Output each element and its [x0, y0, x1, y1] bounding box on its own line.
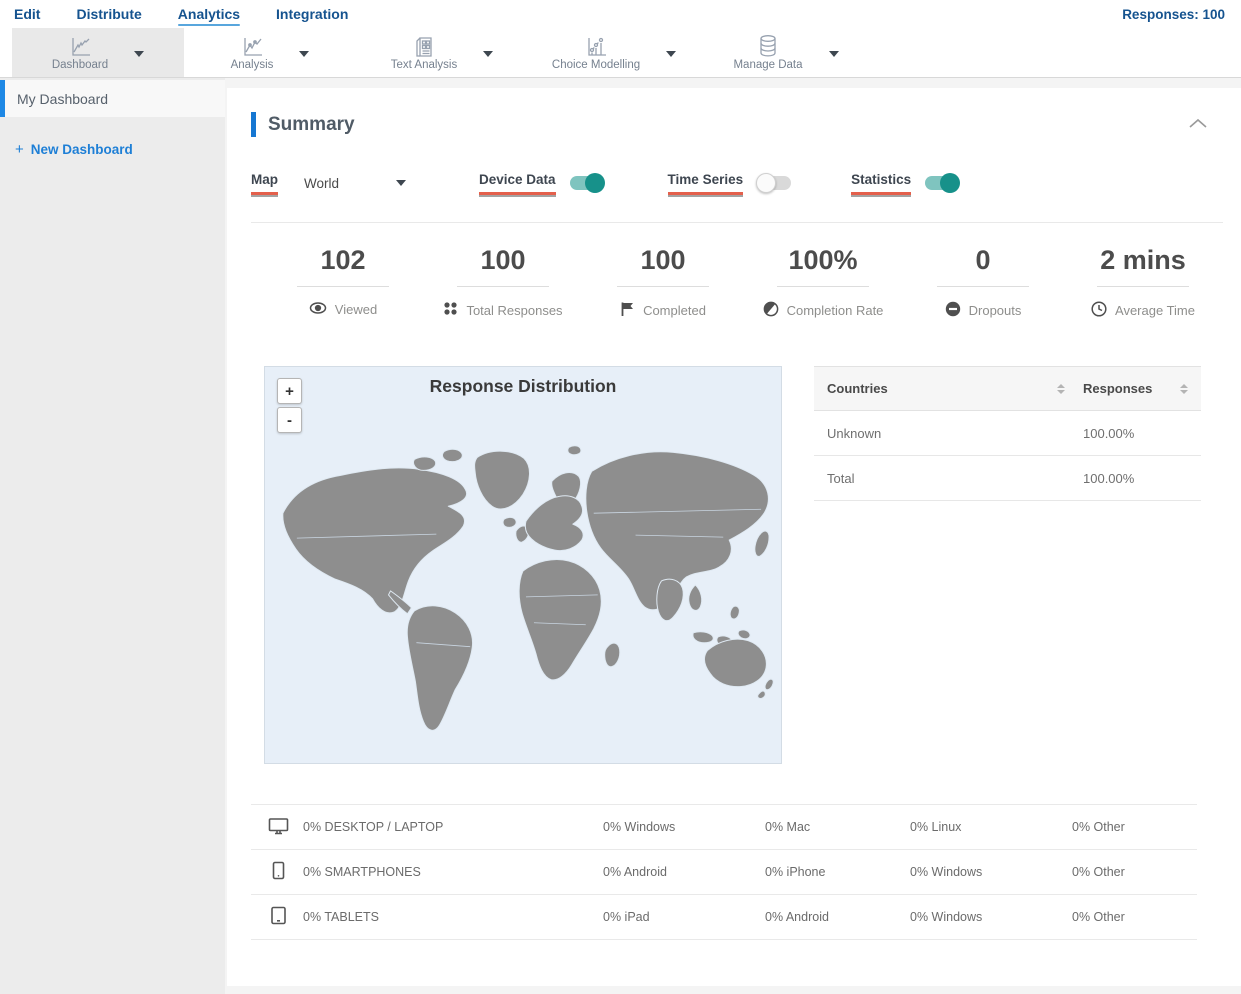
toolbar-item-text-analysis[interactable]: Text Analysis — [356, 28, 528, 77]
panel-title: Summary — [268, 113, 355, 135]
chevron-down-icon[interactable] — [134, 50, 145, 57]
table-row-tablets: 0% TABLETS 0% iPad 0% Android 0% Windows… — [251, 895, 1197, 940]
stat-completed: 100 Completed — [583, 245, 743, 320]
toolbar-item-dashboard[interactable]: Dashboard — [12, 28, 184, 77]
clock-icon — [1091, 301, 1107, 320]
plus-icon: + — [15, 141, 24, 158]
time-series-toggle[interactable] — [756, 173, 793, 193]
map-label: Map — [251, 172, 278, 195]
sort-icon[interactable] — [1057, 383, 1065, 394]
nav-item-analytics[interactable]: Analytics — [177, 2, 241, 27]
map-zoom-out-button[interactable]: - — [277, 407, 302, 433]
divider — [251, 222, 1223, 223]
responses-count[interactable]: Responses: 100 — [1122, 6, 1225, 22]
world-map[interactable] — [265, 367, 781, 763]
table-row: Unknown 100.00% — [814, 411, 1201, 456]
toolbar-item-manage-data[interactable]: Manage Data — [700, 28, 872, 77]
eye-icon — [309, 301, 327, 318]
table-row-desktop: 0% DESKTOP / LAPTOP 0% Windows 0% Mac 0%… — [251, 805, 1197, 850]
countries-table-header: Countries Responses — [814, 366, 1201, 411]
chevron-down-icon[interactable] — [483, 50, 494, 57]
time-series-label: Time Series — [667, 172, 744, 195]
map-region-select[interactable]: World — [304, 176, 406, 191]
accent-bar — [251, 112, 256, 137]
nav-item-distribute[interactable]: Distribute — [76, 5, 142, 22]
column-header-countries[interactable]: Countries — [827, 381, 888, 396]
stat-dropouts: 0 Dropouts — [903, 245, 1063, 320]
tablet-icon — [268, 906, 289, 928]
smartphone-icon — [268, 861, 289, 883]
table-row: Total 100.00% — [814, 456, 1201, 501]
new-dashboard-button[interactable]: + New Dashboard — [15, 141, 133, 158]
half-circle-icon — [763, 301, 779, 320]
statistics-label: Statistics — [851, 172, 912, 195]
stat-completion-rate: 100% Completion Rate — [743, 245, 903, 320]
device-data-label: Device Data — [479, 172, 556, 195]
nav-item-integration[interactable]: Integration — [276, 5, 349, 22]
countries-table: Countries Responses Unknown 100.00% T — [814, 366, 1201, 764]
flag-icon — [620, 301, 635, 320]
map-title: Response Distribution — [429, 376, 617, 396]
summary-controls: Map World Device Data Time Series Statis… — [251, 167, 1223, 199]
nav-item-edit[interactable]: Edit — [14, 5, 41, 22]
desktop-icon — [268, 817, 289, 838]
collapse-panel-button[interactable] — [1187, 116, 1209, 134]
toolbar-item-choice-modelling[interactable]: Choice Modelling — [528, 28, 700, 77]
chevron-down-icon — [396, 180, 406, 186]
scatter-chart-icon — [584, 34, 608, 58]
table-row-smartphones: 0% SMARTPHONES 0% Android 0% iPhone 0% W… — [251, 850, 1197, 895]
stats-row: 102 Viewed 100 — [251, 223, 1223, 320]
stat-viewed: 102 Viewed — [263, 245, 423, 320]
minus-circle-icon — [945, 301, 961, 320]
line-chart-icon — [240, 34, 264, 58]
map-zoom-in-button[interactable]: + — [277, 378, 302, 404]
device-data-toggle[interactable] — [569, 173, 606, 193]
database-icon — [757, 34, 779, 58]
main-area: Summary Map World Device Data Time Serie… — [225, 78, 1241, 994]
response-distribution-map[interactable]: Response Distribution + - — [264, 366, 782, 764]
top-nav: Edit Distribute Analytics Integration Re… — [0, 0, 1241, 28]
dashboard-sidebar: My Dashboard + New Dashboard — [0, 78, 225, 994]
dots-grid-icon — [443, 301, 458, 319]
device-data-table: 0% DESKTOP / LAPTOP 0% Windows 0% Mac 0%… — [251, 804, 1197, 940]
chevron-down-icon[interactable] — [828, 50, 839, 57]
sidebar-item-my-dashboard[interactable]: My Dashboard — [0, 80, 225, 117]
analytics-toolbar: Dashboard Analysis Text Analysis Choice … — [0, 28, 1241, 78]
document-grid-icon — [413, 34, 435, 58]
column-header-responses[interactable]: Responses — [1083, 381, 1153, 396]
statistics-toggle[interactable] — [925, 173, 961, 193]
chevron-down-icon[interactable] — [666, 50, 677, 57]
chevron-down-icon[interactable] — [299, 50, 310, 57]
line-chart-icon — [68, 34, 92, 58]
toolbar-item-analysis[interactable]: Analysis — [184, 28, 356, 77]
stat-total-responses: 100 Total Responses — [423, 245, 583, 320]
sort-icon[interactable] — [1180, 383, 1188, 394]
stat-average-time: 2 mins Average Time — [1063, 245, 1223, 320]
summary-panel: Summary Map World Device Data Time Serie… — [227, 88, 1241, 986]
